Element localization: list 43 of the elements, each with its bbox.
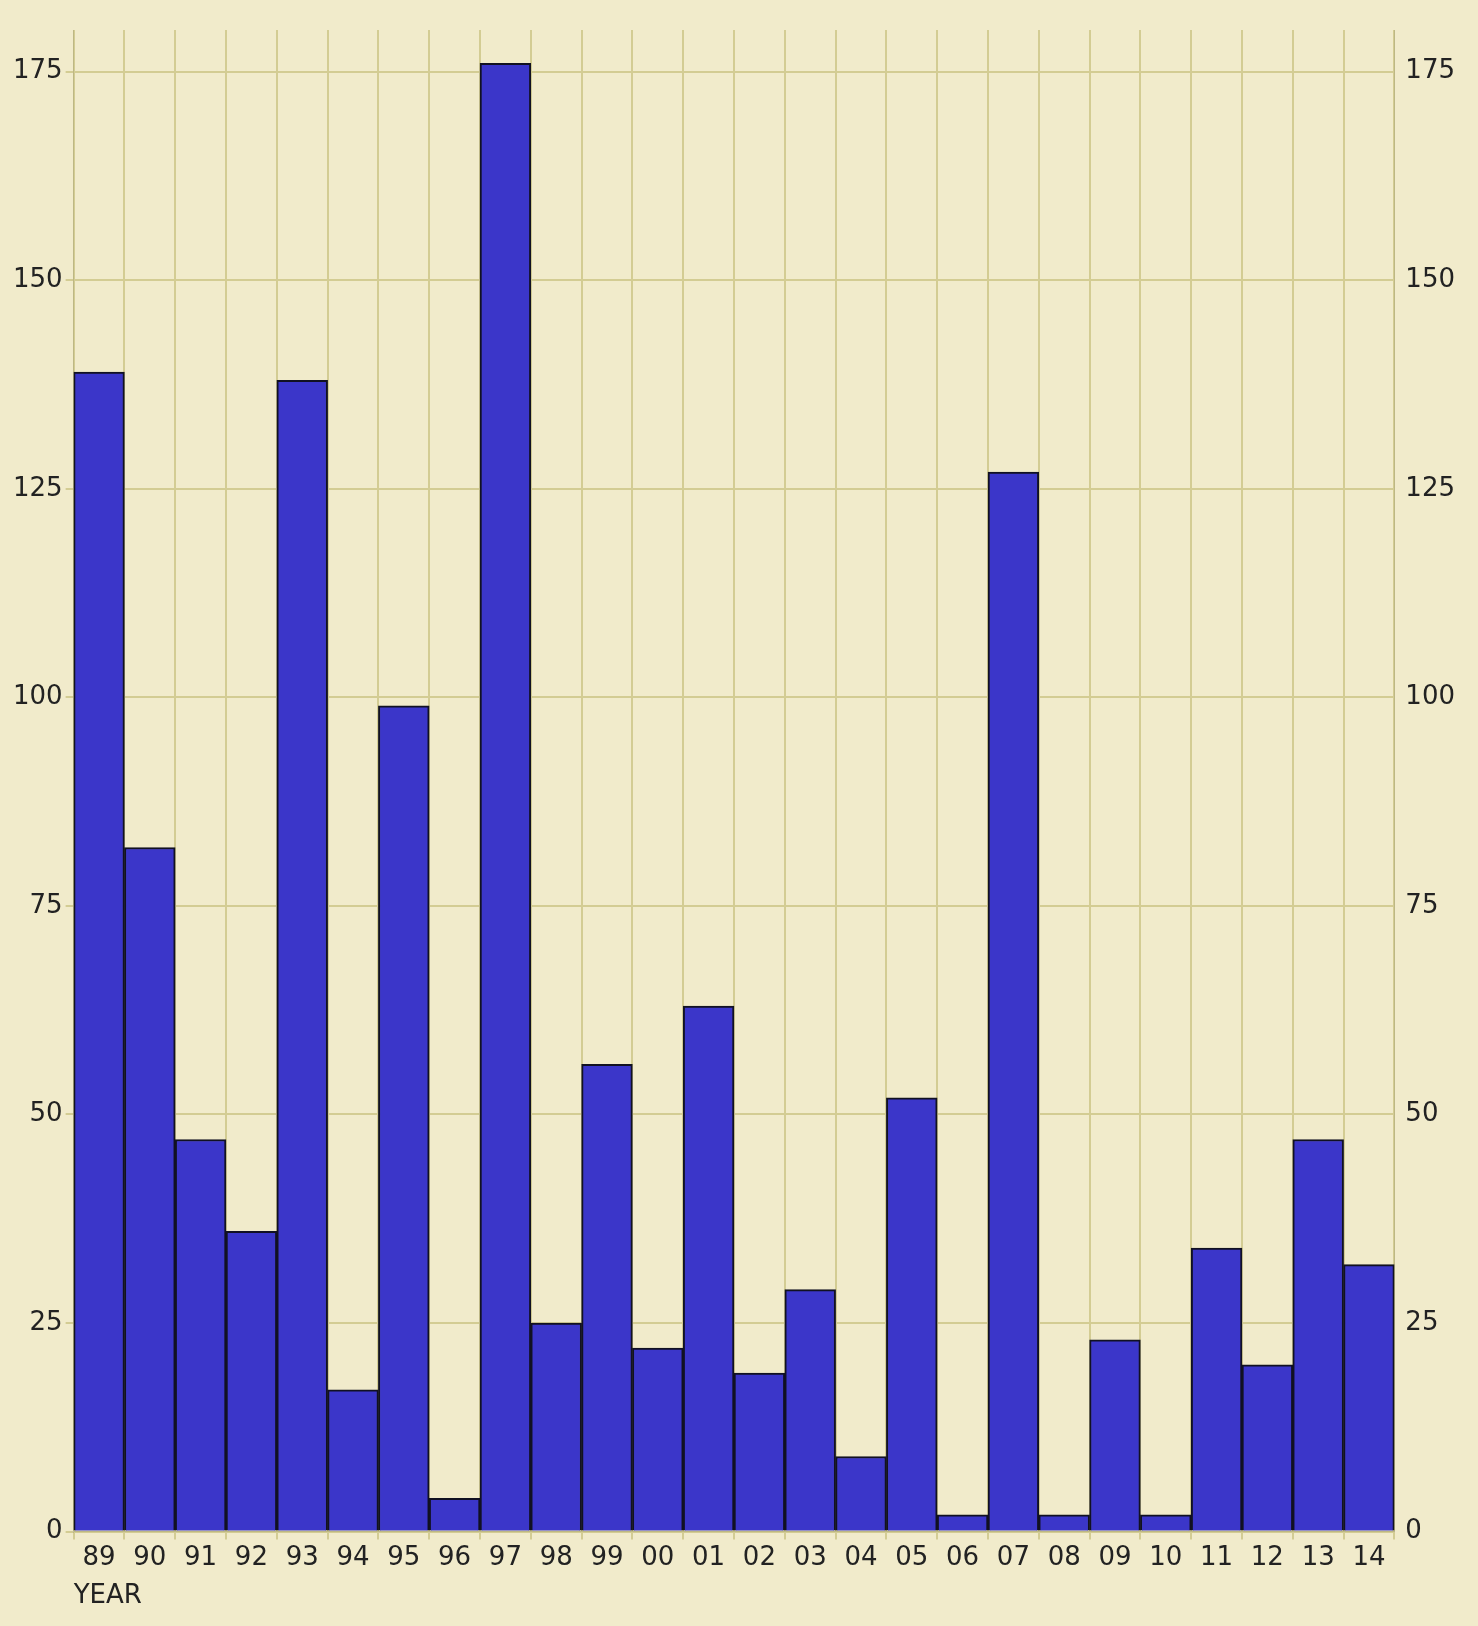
x-tick-label: 10 xyxy=(1149,1540,1183,1571)
y-tick-label: 100 xyxy=(12,680,63,711)
y-tick-label: 150 xyxy=(12,263,63,294)
y-tick-label: 0 xyxy=(46,1514,63,1545)
x-tick-label: 11 xyxy=(1200,1540,1234,1571)
x-tick-label: 91 xyxy=(184,1540,218,1571)
x-tick-label: 96 xyxy=(438,1540,472,1571)
x-tick-label: 09 xyxy=(1098,1540,1132,1571)
x-tick-label: 94 xyxy=(336,1540,370,1571)
x-tick-label: 13 xyxy=(1301,1540,1335,1571)
y-tick-label: 75 xyxy=(29,888,63,919)
y2-tick-label: 0 xyxy=(1405,1514,1422,1545)
x-tick-label: 05 xyxy=(895,1540,929,1571)
x-tick-label: 95 xyxy=(387,1540,421,1571)
x-tick-label: 08 xyxy=(1047,1540,1081,1571)
x-tick-label: 89 xyxy=(82,1540,116,1571)
x-tick-label: 93 xyxy=(285,1540,319,1571)
y2-tick-label: 150 xyxy=(1405,263,1456,294)
x-tick-label: 98 xyxy=(539,1540,573,1571)
y2-tick-label: 50 xyxy=(1405,1097,1439,1128)
y2-tick-label: 25 xyxy=(1405,1305,1439,1336)
x-tick-label: 06 xyxy=(946,1540,980,1571)
x-tick-label: 92 xyxy=(234,1540,268,1571)
y-tick-label: 175 xyxy=(12,54,63,85)
x-tick-label: 02 xyxy=(742,1540,776,1571)
x-tick-label: 01 xyxy=(692,1540,726,1571)
x-tick-label: 12 xyxy=(1250,1540,1284,1571)
y2-tick-label: 75 xyxy=(1405,888,1439,919)
x-tick-label: 07 xyxy=(996,1540,1030,1571)
y2-tick-label: 125 xyxy=(1405,471,1456,502)
x-tick-label: 90 xyxy=(133,1540,167,1571)
y-tick-label: 25 xyxy=(29,1305,63,1336)
x-axis-title: YEAR xyxy=(72,1579,142,1610)
y-tick-label: 125 xyxy=(12,471,63,502)
x-tick-label: 97 xyxy=(488,1540,522,1571)
y2-tick-label: 175 xyxy=(1405,54,1456,85)
x-tick-label: 14 xyxy=(1352,1540,1386,1571)
x-tick-label: 04 xyxy=(844,1540,878,1571)
x-tick-label: 03 xyxy=(793,1540,827,1571)
y2-tick-label: 100 xyxy=(1405,680,1456,711)
x-tick-label: 99 xyxy=(590,1540,624,1571)
x-tick-label: 00 xyxy=(641,1540,675,1571)
y-tick-label: 50 xyxy=(29,1097,63,1128)
